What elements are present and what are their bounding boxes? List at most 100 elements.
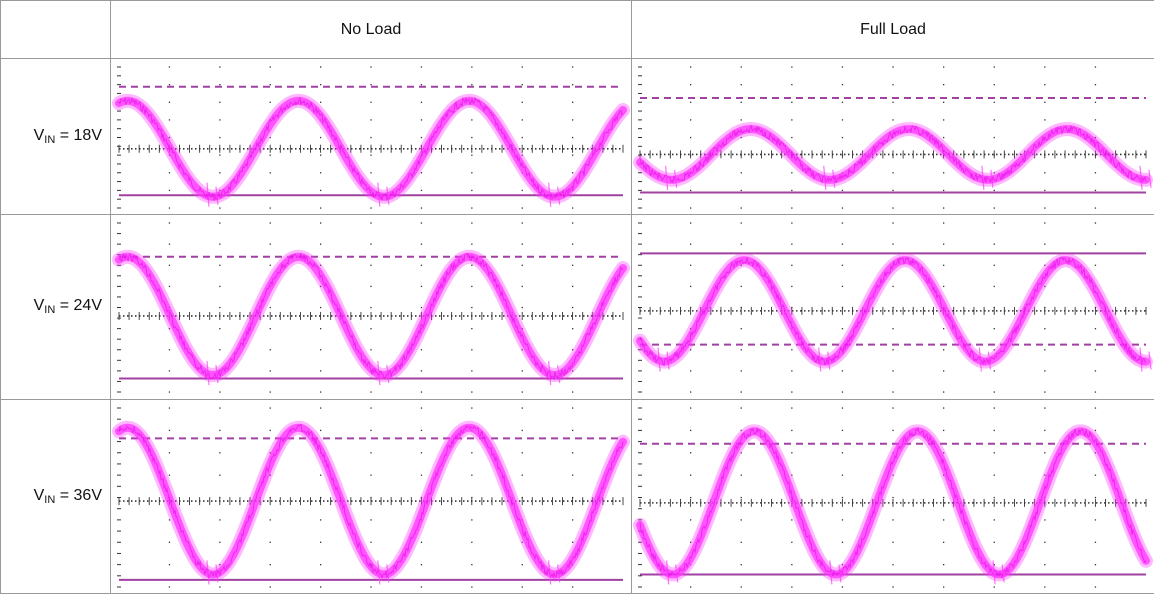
grid-dot bbox=[521, 207, 523, 209]
grid-dot bbox=[572, 429, 574, 431]
grid-dot bbox=[690, 207, 692, 209]
grid-dot bbox=[219, 66, 221, 68]
grid-dot bbox=[993, 519, 995, 521]
grid-dot bbox=[471, 407, 473, 409]
grid-dot bbox=[841, 474, 844, 476]
trace-spike bbox=[992, 560, 996, 585]
grid-dot bbox=[740, 137, 742, 139]
grid-dot bbox=[841, 207, 844, 209]
oscilloscope-trace bbox=[112, 407, 630, 588]
grid-dot bbox=[471, 563, 473, 566]
grid-dot bbox=[993, 286, 995, 288]
grid-dot bbox=[521, 563, 523, 566]
grid-dot bbox=[993, 101, 995, 104]
grid-dot bbox=[219, 541, 221, 543]
trace-spike bbox=[215, 564, 219, 583]
grid-dot bbox=[572, 370, 574, 373]
grid-dot bbox=[740, 474, 742, 476]
grid-dot bbox=[219, 286, 221, 288]
grid-dot bbox=[320, 407, 322, 409]
grid-dot bbox=[1094, 563, 1097, 566]
grid-dot bbox=[791, 474, 793, 476]
grid-dot bbox=[892, 286, 894, 288]
grid-dot bbox=[269, 101, 271, 104]
grid-dot bbox=[841, 563, 844, 566]
grid-dot bbox=[219, 189, 221, 192]
grid-dot bbox=[420, 474, 423, 476]
grid-dot bbox=[690, 84, 692, 86]
row-label-main: V bbox=[33, 297, 45, 315]
grid-dot bbox=[219, 586, 221, 588]
grid-dot bbox=[219, 119, 221, 121]
grid-dot bbox=[320, 137, 322, 139]
grid-dot bbox=[370, 519, 372, 521]
grid-dot bbox=[168, 207, 171, 209]
grid-dot bbox=[841, 66, 844, 68]
grid-dot bbox=[892, 563, 894, 566]
grid-dot bbox=[993, 189, 995, 192]
grid-dot bbox=[841, 586, 844, 588]
row-label-subscript: IN bbox=[44, 304, 56, 317]
grid-dot bbox=[1094, 189, 1097, 192]
grid-dot bbox=[791, 563, 793, 566]
grid-dot bbox=[841, 189, 844, 192]
grid-dot bbox=[572, 119, 574, 121]
grid-dot bbox=[168, 84, 171, 86]
grid-dot bbox=[521, 429, 523, 431]
trace-spike bbox=[377, 560, 381, 585]
grid-dot bbox=[1044, 244, 1046, 246]
grid-dot bbox=[269, 137, 271, 139]
grid-dot bbox=[791, 244, 793, 246]
grid-dot bbox=[943, 349, 945, 351]
grid-dot bbox=[420, 207, 423, 209]
grid-dot bbox=[219, 451, 221, 454]
table-row: VIN = 36V bbox=[0, 398, 1154, 594]
grid-dot bbox=[943, 189, 945, 192]
oscilloscope-trace bbox=[633, 222, 1153, 394]
grid-dot bbox=[370, 586, 372, 588]
grid-dot bbox=[471, 172, 473, 174]
grid-dot bbox=[943, 451, 945, 454]
grid-dot bbox=[168, 349, 171, 351]
grid-dot bbox=[420, 429, 423, 431]
grid-dot bbox=[572, 541, 574, 543]
trace-spike bbox=[377, 361, 381, 386]
oscilloscope-trace bbox=[633, 66, 1153, 209]
grid-dot bbox=[420, 563, 423, 566]
grid-dot bbox=[320, 101, 322, 104]
grid-dot bbox=[943, 370, 945, 373]
grid-dot bbox=[420, 586, 423, 588]
trace-spike bbox=[386, 186, 390, 206]
grid-dot bbox=[168, 519, 171, 521]
grid-dot bbox=[841, 407, 844, 409]
grid-dot bbox=[740, 496, 742, 499]
grid-dot bbox=[168, 189, 171, 192]
grid-dot bbox=[572, 407, 574, 409]
grid-dot bbox=[572, 244, 574, 246]
grid-dot bbox=[841, 328, 844, 330]
grid-dot bbox=[168, 172, 171, 174]
trace-noise bbox=[639, 256, 1147, 368]
grid-dot bbox=[892, 391, 894, 394]
grid-dot bbox=[521, 370, 523, 373]
trace-spike bbox=[206, 361, 210, 386]
grid-dot bbox=[320, 265, 322, 267]
grid-dot bbox=[168, 429, 171, 431]
grid-dot bbox=[690, 349, 692, 351]
scope-full-load-18v bbox=[631, 58, 1154, 216]
grid-dot bbox=[420, 137, 423, 139]
grid-dot bbox=[1094, 586, 1097, 588]
grid-dot bbox=[420, 451, 423, 454]
grid-dot bbox=[690, 265, 692, 267]
trace-spike bbox=[206, 560, 210, 585]
grid-dot bbox=[168, 66, 171, 68]
grid-dot bbox=[572, 474, 574, 476]
grid-dot bbox=[320, 307, 322, 309]
grid-dot bbox=[740, 391, 742, 394]
grid-dot bbox=[572, 84, 574, 86]
grid-dot bbox=[471, 207, 473, 209]
grid-dot bbox=[269, 541, 271, 543]
grid-dot bbox=[521, 119, 523, 121]
grid-dot bbox=[320, 286, 322, 288]
grid-dot bbox=[572, 137, 574, 139]
